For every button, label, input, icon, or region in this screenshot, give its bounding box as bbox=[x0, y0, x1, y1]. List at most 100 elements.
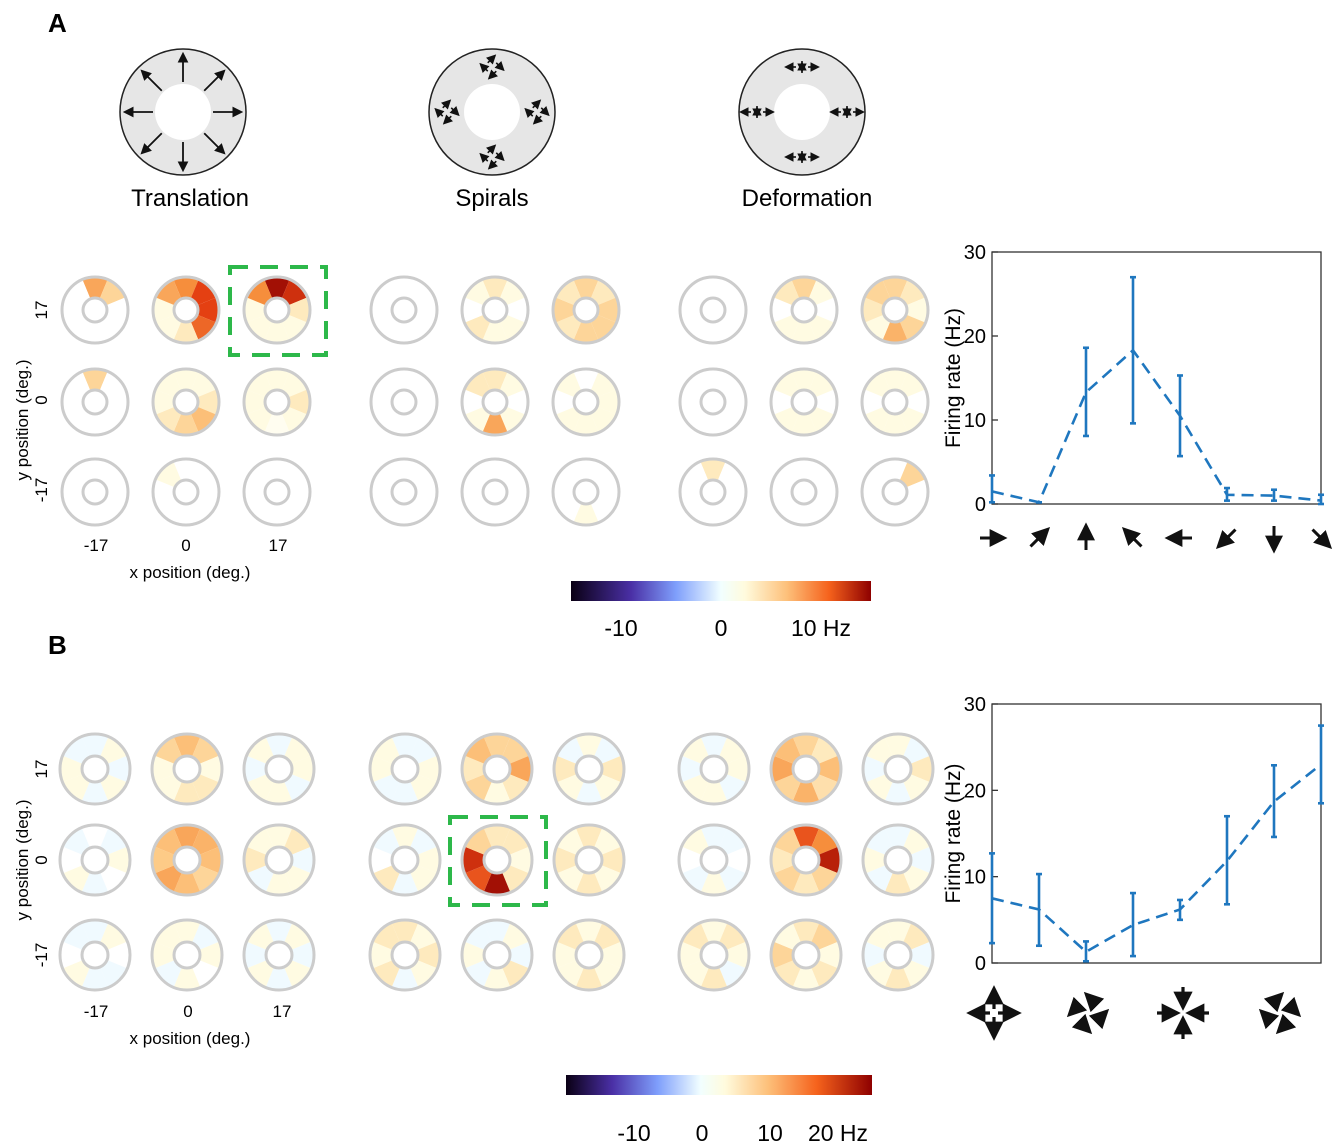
ring-sector bbox=[265, 967, 293, 991]
ring-sector bbox=[601, 846, 625, 874]
ring-sector bbox=[882, 458, 908, 481]
ring-sector bbox=[190, 496, 217, 523]
ring-sector bbox=[810, 773, 839, 802]
ring-sector bbox=[553, 941, 577, 969]
ring-hole bbox=[574, 940, 604, 970]
ring-sector bbox=[499, 314, 526, 341]
ring-sector bbox=[155, 461, 182, 488]
y-axis-label: Firing rate (Hz) bbox=[942, 763, 965, 903]
colorbar-labels-a: -10 0 10 Hz bbox=[604, 615, 851, 641]
ring-sector bbox=[246, 736, 275, 765]
motion-ring-1-1-2 bbox=[552, 823, 626, 897]
ring-outline bbox=[551, 367, 621, 437]
error-bar bbox=[1083, 940, 1089, 963]
ring-sector bbox=[409, 773, 438, 802]
ring-sector bbox=[792, 967, 820, 991]
ring-sector bbox=[417, 941, 441, 969]
ring-sector bbox=[369, 941, 393, 969]
ring-sector bbox=[283, 827, 312, 856]
ring-sector bbox=[593, 864, 622, 893]
motion-ring-1-2-2 bbox=[552, 918, 626, 992]
ring-sector bbox=[902, 736, 931, 765]
motion-ring-1-1-0 bbox=[368, 823, 442, 897]
ring-sector bbox=[62, 864, 91, 893]
motion-ring-1-0-0 bbox=[368, 732, 442, 806]
ring-sector bbox=[265, 781, 293, 805]
ring-sector bbox=[902, 827, 931, 856]
ring-sector bbox=[415, 479, 438, 505]
x-tick-b-0: 0 bbox=[183, 1002, 192, 1021]
ring-sector bbox=[815, 297, 838, 323]
ring-hole bbox=[883, 940, 913, 970]
ring-sector bbox=[718, 736, 747, 765]
ring-sector bbox=[391, 413, 417, 436]
ring-sector bbox=[415, 389, 438, 415]
ring-sector bbox=[864, 461, 891, 488]
ring-hole bbox=[172, 296, 200, 324]
panel-letter-a: A bbox=[48, 8, 67, 38]
ring-sector bbox=[372, 827, 401, 856]
ring-sector bbox=[555, 461, 582, 488]
ring-sector bbox=[682, 406, 709, 433]
ring-sector bbox=[482, 413, 508, 436]
category-label-translation: Translation bbox=[131, 185, 249, 212]
ring-sector bbox=[861, 389, 884, 415]
ring-sector bbox=[61, 297, 84, 323]
ring-sector bbox=[593, 922, 622, 951]
colorbar-tick-label: -10 bbox=[617, 1120, 650, 1146]
colorbar-b bbox=[566, 1075, 872, 1095]
ring-sector bbox=[281, 496, 308, 523]
ring-sector bbox=[409, 736, 438, 765]
ring-sector bbox=[899, 406, 926, 433]
ring-sector bbox=[59, 755, 83, 783]
ring-sector bbox=[553, 846, 577, 874]
ring-sector bbox=[499, 406, 526, 433]
ring-hole bbox=[481, 478, 509, 506]
ring-sector bbox=[882, 503, 908, 526]
ring-sector bbox=[461, 297, 484, 323]
ring-outline bbox=[860, 275, 930, 345]
ring-sector bbox=[409, 959, 438, 988]
motion-arrow bbox=[203, 69, 226, 92]
ring-hole bbox=[699, 388, 727, 416]
error-bar bbox=[1083, 346, 1089, 438]
motion-ring-2-1-2 bbox=[860, 367, 930, 437]
ring-sector bbox=[552, 479, 575, 505]
ring-sector bbox=[499, 279, 526, 306]
ring-sector bbox=[99, 827, 128, 856]
x-axis-label-a: x position (deg.) bbox=[130, 563, 251, 582]
ring-hole bbox=[390, 940, 420, 970]
ring-sector bbox=[906, 479, 929, 505]
ring-sector bbox=[281, 279, 308, 306]
ring-outline bbox=[368, 732, 442, 806]
ring-hole bbox=[881, 296, 909, 324]
ring-outline bbox=[769, 823, 843, 897]
ring-sector bbox=[717, 406, 744, 433]
ring-sector bbox=[373, 371, 400, 398]
ring-sector bbox=[501, 959, 530, 988]
ring-sector bbox=[464, 371, 491, 398]
ring-sector bbox=[573, 321, 599, 344]
ring-sector bbox=[173, 321, 199, 344]
ring-sector bbox=[372, 959, 401, 988]
ring-sector bbox=[773, 314, 800, 341]
motion-arrow bbox=[494, 61, 505, 72]
ring-sector bbox=[700, 733, 728, 757]
ring-hole bbox=[791, 940, 821, 970]
ring-sector bbox=[464, 496, 491, 523]
ring-sector bbox=[575, 872, 603, 896]
ring-sector bbox=[700, 458, 726, 481]
ring-outline bbox=[460, 732, 534, 806]
ring-sector bbox=[464, 461, 491, 488]
ring-sector bbox=[902, 922, 931, 951]
motion-ring-0-1-2 bbox=[242, 367, 312, 437]
x-tick-b-17: 17 bbox=[273, 1002, 292, 1021]
ring-sector bbox=[173, 824, 201, 848]
ring-outline bbox=[860, 367, 930, 437]
ring-sector bbox=[682, 314, 709, 341]
receptive-field-grid-b bbox=[58, 732, 935, 992]
ring-sector bbox=[243, 846, 267, 874]
ring-sector bbox=[810, 864, 839, 893]
ring-sector bbox=[575, 733, 603, 757]
ring-sector bbox=[555, 279, 582, 306]
